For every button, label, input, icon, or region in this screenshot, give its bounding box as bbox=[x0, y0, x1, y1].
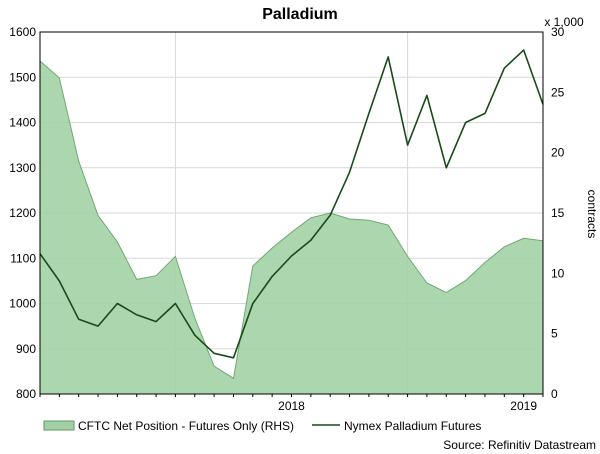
right-tick-label: 20 bbox=[551, 146, 565, 160]
left-tick-label: 1000 bbox=[9, 297, 36, 311]
cftc-net-position-area bbox=[39, 59, 544, 395]
right-tick-label: 30 bbox=[551, 25, 565, 39]
left-tick-label: 1100 bbox=[10, 251, 36, 265]
right-tick-label: 25 bbox=[551, 85, 565, 99]
palladium-line-series bbox=[39, 49, 544, 359]
left-tick-label: 1200 bbox=[9, 206, 36, 220]
legend: CFTC Net Position - Futures Only (RHS) N… bbox=[43, 419, 481, 433]
chart-title: Palladium bbox=[262, 6, 338, 23]
left-tick-label: 900 bbox=[16, 342, 36, 356]
x-tick-label: 2018 bbox=[278, 399, 305, 413]
x-axis: 2018 2019 bbox=[39, 394, 544, 413]
legend-area-label: CFTC Net Position - Futures Only (RHS) bbox=[78, 419, 294, 433]
right-axis: 0 5 10 15 20 25 30 bbox=[551, 25, 565, 401]
cftc-area-series bbox=[39, 59, 544, 395]
left-tick-label: 1300 bbox=[9, 161, 36, 175]
left-tick-label: 1500 bbox=[9, 70, 36, 84]
right-axis-multiplier: x 1,000 bbox=[544, 15, 584, 29]
legend-area-swatch bbox=[43, 420, 75, 431]
source-note: Source: Refinitiv Datastream bbox=[443, 438, 596, 452]
right-tick-label: 15 bbox=[551, 206, 565, 220]
right-tick-label: 5 bbox=[551, 327, 558, 341]
left-axis: 800 900 1000 1100 1200 1300 1400 1500 1600 bbox=[9, 25, 36, 401]
legend-line-label: Nymex Palladium Futures bbox=[344, 419, 481, 433]
palladium-price-line bbox=[39, 49, 544, 359]
left-tick-label: 1400 bbox=[9, 116, 36, 130]
left-tick-label: 1600 bbox=[9, 25, 36, 39]
x-tick-label: 2019 bbox=[510, 399, 537, 413]
left-tick-label: 800 bbox=[16, 387, 36, 401]
right-axis-label: contracts bbox=[585, 190, 599, 239]
right-tick-label: 10 bbox=[551, 266, 565, 280]
right-tick-label: 0 bbox=[551, 387, 558, 401]
